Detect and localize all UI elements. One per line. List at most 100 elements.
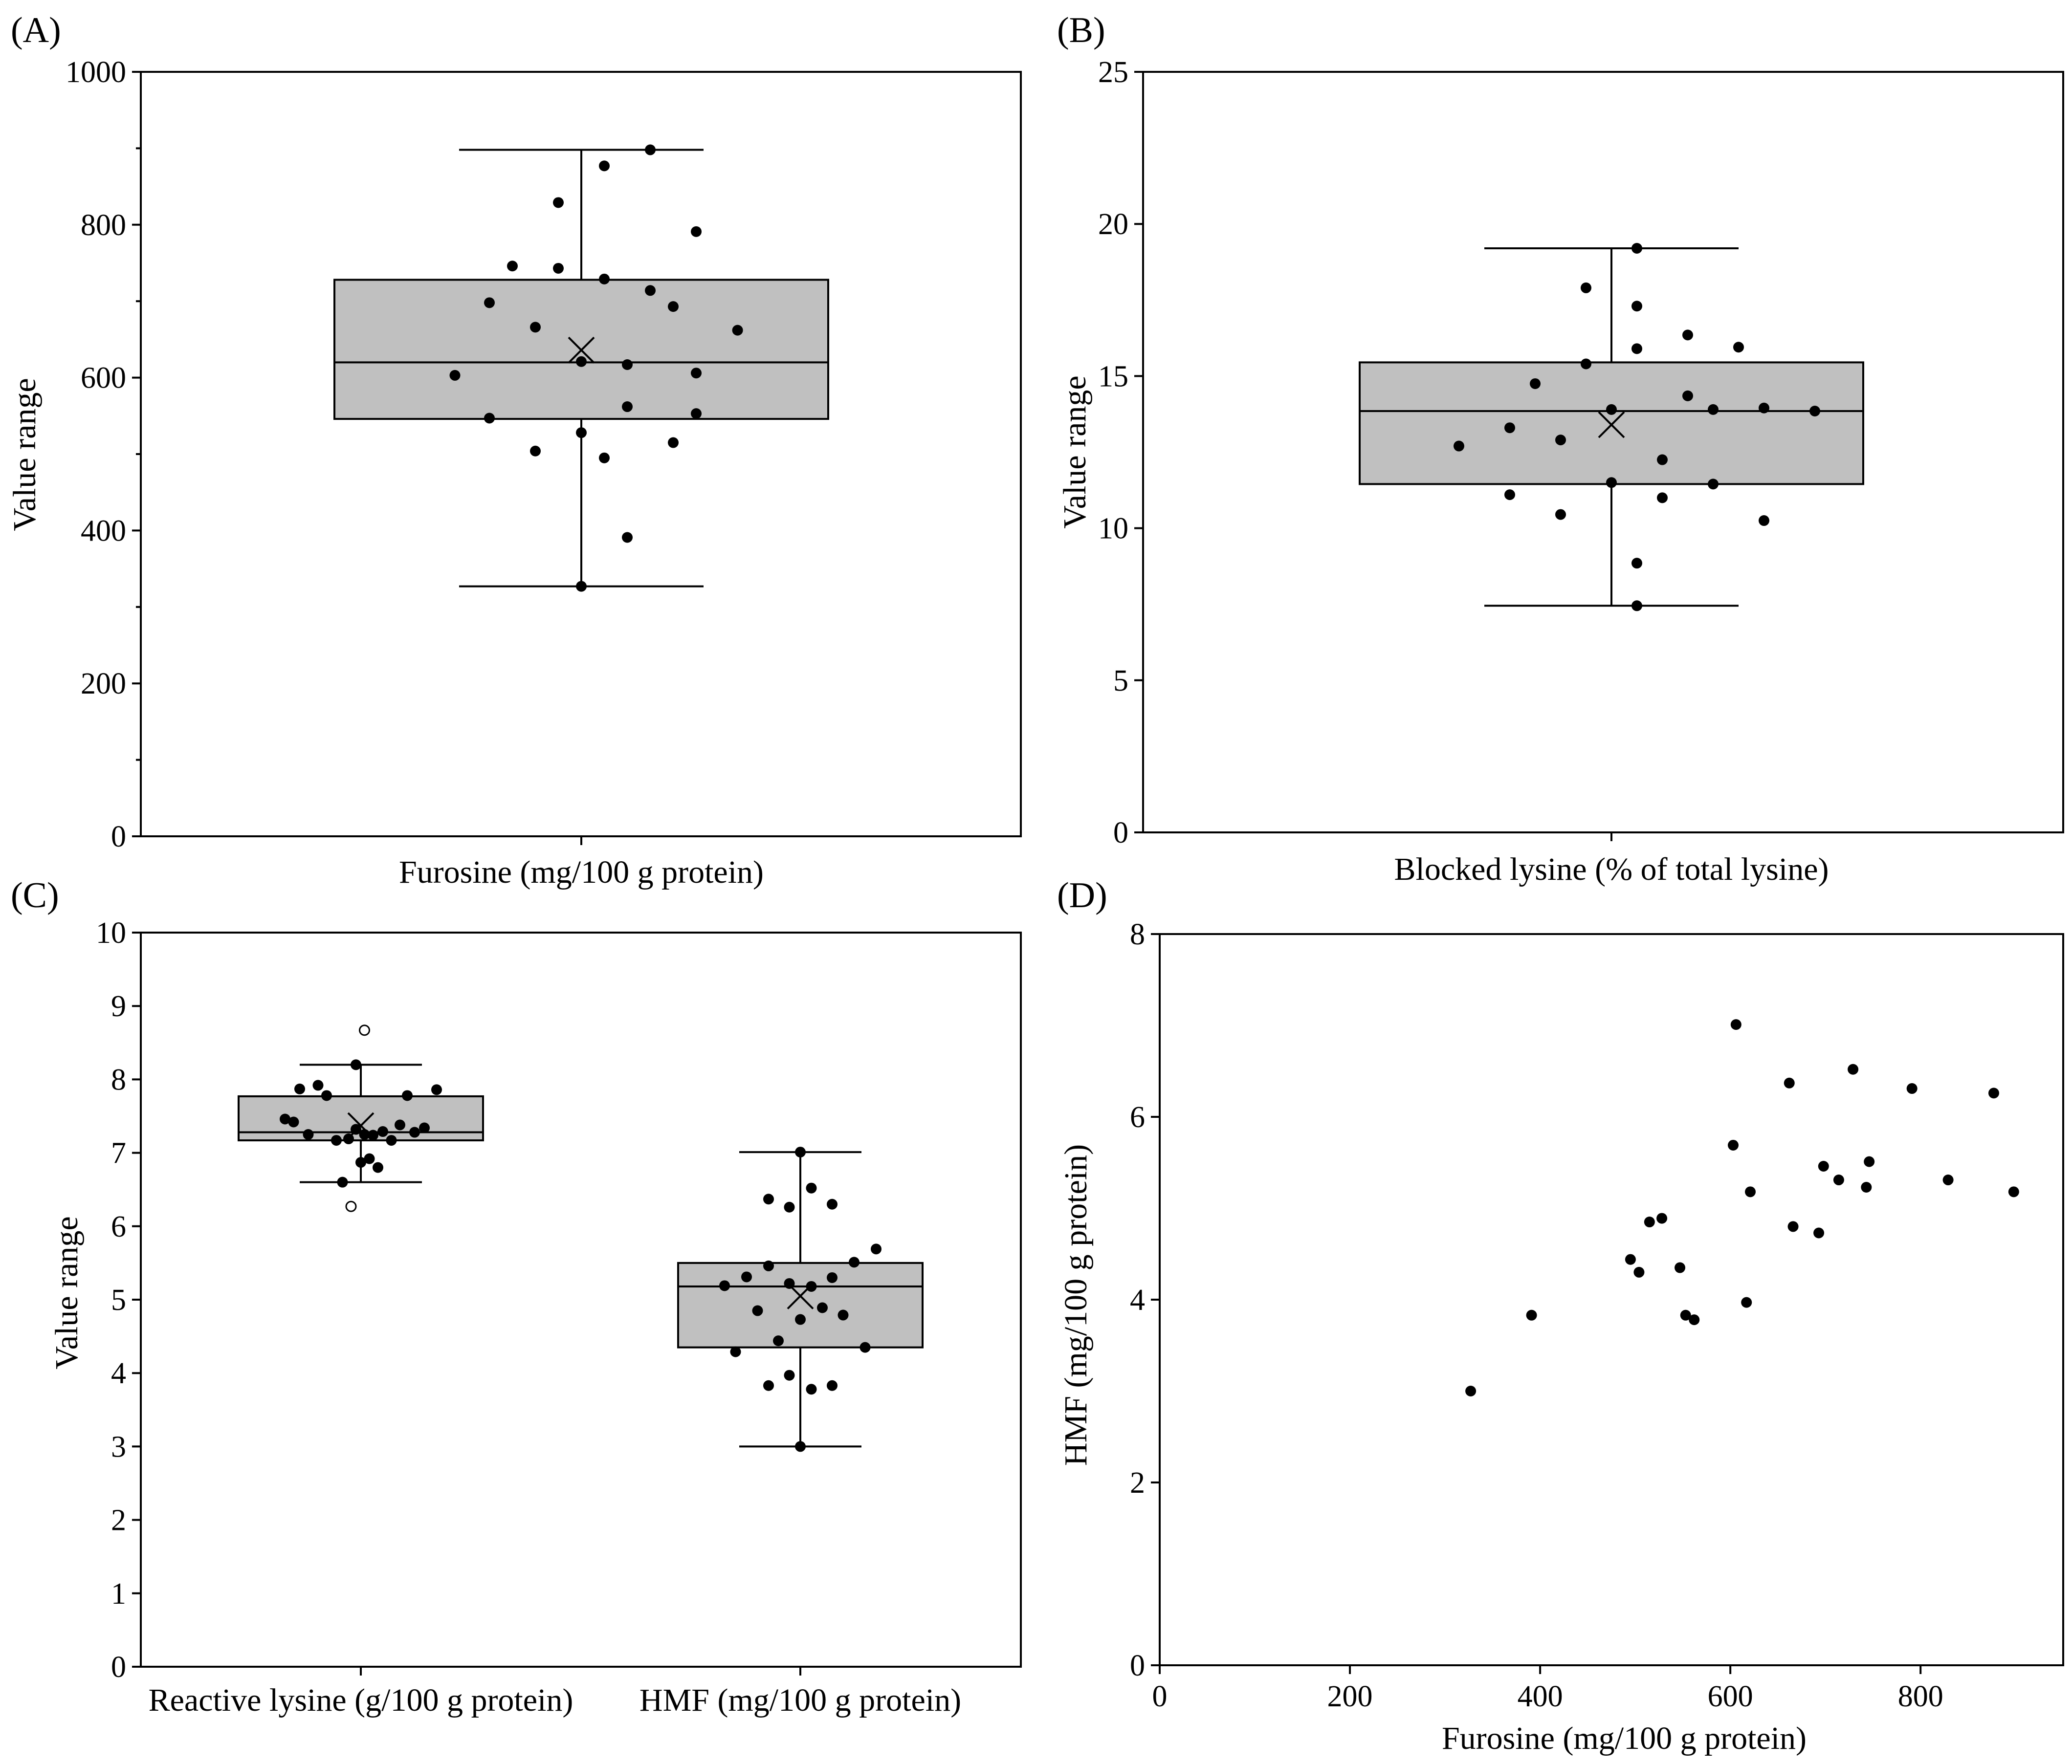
panel-d-y-tick-label: 0 (1130, 1649, 1145, 1682)
panel-b-data-point (1555, 435, 1566, 446)
panel-a-data-point (507, 261, 518, 272)
panel-b-y-tick-label: 20 (1098, 208, 1128, 241)
panel-a-y-axis-title: Value range (7, 378, 43, 531)
panel-c-y-tick-label: 0 (111, 1651, 126, 1684)
panel-c-data-point (359, 1129, 370, 1140)
panel-b-data-point (1581, 282, 1591, 293)
panel-a-data-point (576, 356, 587, 367)
panel-d-data-point (1988, 1088, 1999, 1099)
panel-a-x-axis-title: Furosine (mg/100 g protein) (399, 854, 764, 890)
panel-d-label: (D) (1057, 875, 1107, 915)
panel-c-data-point (795, 1147, 806, 1158)
panel-b-mean-marker (1598, 411, 1625, 438)
panel-c-data-point (364, 1153, 375, 1164)
panel-c-data-point (730, 1346, 741, 1357)
panel-c-y-axis-title: Value range (49, 1216, 85, 1369)
panel-c-data-point (795, 1441, 806, 1452)
panel-b-data-point (1606, 477, 1617, 488)
panel-a-data-point (576, 581, 587, 592)
panel-d-data-point (1656, 1213, 1668, 1224)
panel-d-data-point (1833, 1175, 1844, 1186)
panel-c-data-point (321, 1090, 332, 1101)
panel-d-plot-frame (1159, 933, 2064, 1666)
panel-d-y-axis-title: HMF (mg/100 g protein) (1058, 1144, 1094, 1466)
panel-a-data-point (668, 437, 679, 448)
panel-b-data-point (1708, 404, 1719, 415)
panel-b-data-point (1708, 479, 1719, 490)
panel-b-data-point (1657, 492, 1668, 503)
panel-b-y-axis-title: Value range (1057, 375, 1093, 528)
panel-a-data-point (622, 532, 633, 543)
panel-b-data-point (1504, 422, 1515, 434)
panel-b-data-point (1631, 558, 1642, 569)
panel-b-plot-frame (1142, 71, 2064, 833)
panel-c-data-point (312, 1080, 324, 1091)
panel-c-y-tick-label: 5 (111, 1284, 126, 1317)
panel-d-data-point (1861, 1181, 1872, 1193)
panel-b: (B) Value range Blocked lysine (% of tot… (1057, 10, 2064, 887)
panel-d-data-point (1633, 1266, 1645, 1278)
panel-a-data-point (668, 301, 679, 312)
panel-d-data-point (1745, 1186, 1756, 1198)
panel-c-data-point (288, 1116, 299, 1128)
panel-c-box-group (677, 1147, 924, 1676)
panel-b-y-tick-label: 0 (1113, 816, 1128, 849)
panel-d-y-tick-label: 8 (1130, 918, 1145, 951)
panel-c-y-tick-label: 4 (111, 1357, 126, 1390)
panel-c-y-tick-label: 10 (96, 916, 126, 950)
panel-a-data-point (530, 445, 541, 457)
panel-c-y-tick-label: 7 (111, 1137, 126, 1170)
panel-d-data-point (1906, 1083, 1918, 1094)
panel-d-data-point (1741, 1297, 1752, 1308)
panel-d-data-point (1727, 1139, 1739, 1151)
panel-a-data-point (691, 408, 702, 419)
panel-c-outlier-point (345, 1200, 357, 1212)
panel-b-data-point (1631, 343, 1642, 354)
panel-d-data-point (1864, 1156, 1875, 1167)
panel-c-data-point (806, 1182, 817, 1194)
panel-d-data-point (1465, 1386, 1477, 1396)
panel-d-data-point (1942, 1175, 1954, 1186)
panel-d-data-point (1730, 1019, 1741, 1030)
panel-c-data-point (280, 1113, 290, 1125)
panel-c-box (677, 1262, 924, 1349)
panel-a-data-point (484, 297, 495, 308)
panel-c-data-point (294, 1083, 305, 1094)
panel-d-data-point (1818, 1160, 1829, 1172)
panel-b-x-axis-title: Blocked lysine (% of total lysine) (1394, 851, 1829, 887)
panel-c-data-point (784, 1201, 795, 1213)
panel-a-data-point (553, 262, 564, 274)
panel-b-y-tick-label: 15 (1098, 360, 1128, 393)
panel-d-y-tick-label: 4 (1130, 1284, 1145, 1317)
panel-c-data-point (431, 1084, 442, 1095)
panel-c-data-point (386, 1135, 397, 1146)
panel-a-data-point (645, 144, 656, 155)
panel-d: (D) HMF (mg/100 g protein) Furosine (mg/… (1057, 875, 2064, 1756)
panel-b-data-point (1606, 404, 1617, 415)
panel-d-y-tick-label: 6 (1130, 1101, 1145, 1134)
panel-c: (C) Value range Reactive lysine (g/100 g… (11, 875, 1022, 1718)
panel-c-data-point (817, 1302, 828, 1313)
panel-a-data-point (553, 197, 564, 208)
panel-d-data-point (1625, 1254, 1636, 1265)
panel-b-data-point (1631, 600, 1642, 611)
panel-c-data-point (784, 1370, 795, 1381)
panel-a-data-point (530, 322, 541, 333)
panel-c-data-point (827, 1272, 838, 1283)
panel-c-data-point (827, 1198, 838, 1210)
panel-b-data-point (1530, 378, 1541, 389)
panel-c-data-point (373, 1162, 383, 1173)
panel-d-x-tick-label: 400 (1518, 1680, 1563, 1713)
panel-c-data-point (741, 1271, 752, 1283)
panel-a-data-point (645, 285, 656, 296)
panel-c-box-group (238, 1024, 484, 1676)
panel-a-data-point (576, 427, 587, 438)
panel-b-data-point (1454, 440, 1464, 452)
panel-a-y-tick-label: 0 (111, 820, 126, 853)
panel-c-y-tick-label: 2 (111, 1504, 126, 1537)
panel-c-data-point (419, 1122, 430, 1133)
panel-d-data-point (1644, 1217, 1655, 1228)
panel-d-data-point (1526, 1309, 1537, 1321)
panel-c-data-point (860, 1342, 871, 1353)
